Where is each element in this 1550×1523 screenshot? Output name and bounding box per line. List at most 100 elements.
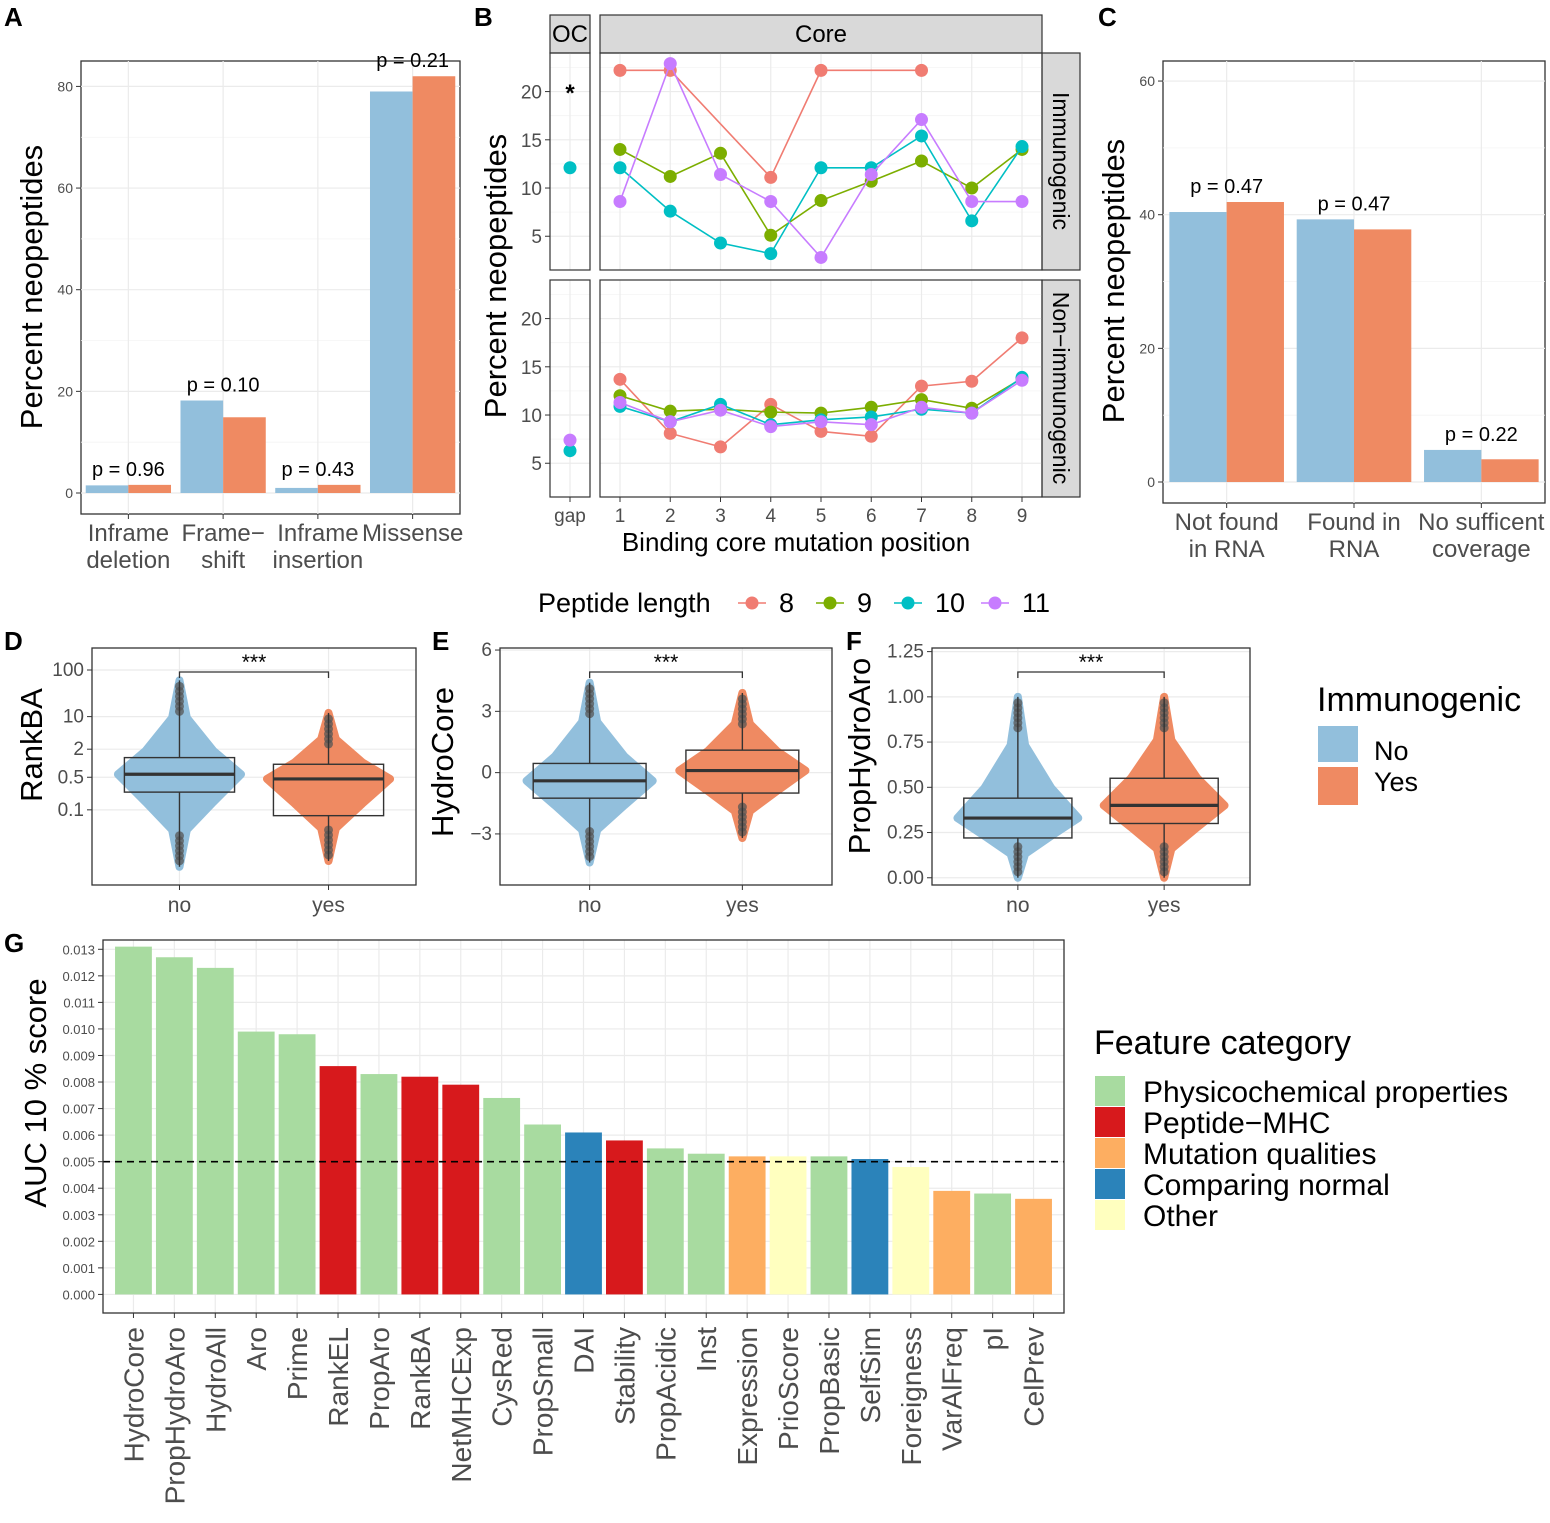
panel-b-y-tick-label: 20 (521, 310, 542, 331)
panel-g-x-tick-label: CelPrev (1019, 1327, 1050, 1427)
panel-letter-f: F (846, 626, 862, 656)
panel-b-point-len8 (864, 429, 878, 443)
d-y-tick-label: 10 (63, 707, 84, 728)
panel-g-bar-Inst (687, 1153, 725, 1295)
panel-g-bar-RankEL (319, 1066, 357, 1295)
a-x-label: Inframe (277, 520, 358, 547)
c-bar-yes (1226, 202, 1284, 482)
peptide-length-legend-dot (988, 596, 1002, 610)
a-bar-no (369, 91, 413, 494)
panel-g-ticks: 0.000 0.001 0.002 0.003 0.004 0.005 0.006 0.007… (62, 942, 1049, 1504)
legend-yes-label: Yes (1374, 767, 1418, 797)
panel-f-ticks: 1.25 1.00 0.75 0.50 0.25 0.00 no yes (887, 642, 1180, 917)
panel-g-x-tick-label: CysRed (487, 1327, 518, 1427)
a-bar-no (85, 485, 129, 493)
panel-b-point-len10 (663, 204, 677, 218)
panel-b-point-len8 (1015, 331, 1029, 345)
panel-g-x-tick-label: HydroCore (118, 1327, 149, 1462)
panel-g-bar-Aro (237, 1031, 275, 1295)
a-bar-yes (412, 76, 456, 493)
panel-d-ticks: 100 10 2 0.5 0.1 no yes (52, 660, 345, 917)
a-bar-yes (128, 484, 172, 493)
panel-c-p-values: p = 0.47 p = 0.47 p = 0.22 (1190, 176, 1518, 446)
a-x-label: Frame− (181, 520, 264, 547)
panel-b-point-len11 (814, 250, 828, 264)
c-p-value: p = 0.47 (1318, 193, 1391, 215)
panel-g-bar-NetMHCExp (442, 1084, 480, 1295)
feature-category-legend-items: Physicochemical propertiesPeptide−MHCMut… (1095, 1076, 1508, 1233)
legend-yes-key (1318, 767, 1358, 805)
c-y-tick-label: 20 (1139, 340, 1155, 356)
panel-b-oc-top-frame (549, 52, 591, 271)
f-x-tick-label: no (1006, 894, 1029, 917)
panel-g-x-tick-label: PrioScore (773, 1327, 804, 1450)
panel-b-x-tick-label: 2 (665, 506, 676, 527)
f-y-tick-label: 0.00 (887, 868, 924, 889)
panel-b-point-len8 (613, 63, 627, 77)
c-bar-no (1424, 449, 1482, 482)
a-bar-no (275, 487, 318, 493)
c-x-label: RNA (1329, 536, 1380, 563)
panel-g-bar-SelfSim (851, 1159, 889, 1295)
f-significance-bracket (1017, 671, 1165, 678)
e-y-tick-label: 0 (481, 763, 492, 784)
peptide-length-legend-label: 9 (857, 588, 872, 618)
panel-d-ylabel: RankBA (14, 688, 49, 802)
panel-g-y-tick-label: 0.001 (62, 1261, 95, 1276)
panel-b-point-len11 (864, 168, 878, 182)
d-y-tick-label: 0.1 (58, 800, 84, 821)
panel-g-y-tick-label: 0.003 (62, 1208, 95, 1223)
e-y-tick-label: −3 (470, 824, 492, 845)
panel-g-bar-Prime (278, 1034, 316, 1295)
peptide-length-legend: Peptide length 8 9 10 11 (538, 588, 1050, 618)
legend-no-key (1318, 726, 1358, 762)
panel-b-point-len9 (764, 228, 778, 242)
panel-g-bars (115, 946, 1052, 1295)
e-significance-label: *** (654, 651, 679, 674)
panel-b-point-len8 (814, 424, 828, 438)
panel-e-frame (499, 647, 833, 886)
legend-no-label: No (1374, 736, 1409, 766)
panel-c-y-ticks: 0 20 40 60 (1139, 73, 1482, 508)
a-y-tick-label: 60 (57, 180, 73, 196)
peptide-length-legend-dot (745, 596, 759, 610)
panel-b-point-len11 (764, 195, 778, 209)
panel-g-y-tick-label: 0.009 (62, 1048, 95, 1063)
e-significance-bracket (588, 671, 744, 678)
panel-g-x-tick-label: PropBasic (814, 1327, 845, 1455)
panel-b-point-len8 (764, 170, 778, 184)
a-y-tick-label: 0 (65, 485, 73, 501)
panel-d-boxes: *** (113, 651, 395, 871)
panel-g-bar-PropHydroAro (155, 957, 193, 1295)
panel-f: *** 1.25 1.00 0.75 0.50 0.25 0.00 no yes PropHy… (842, 642, 1251, 917)
panel-b-point-len9 (965, 181, 979, 195)
panel-letter-a: A (4, 2, 23, 32)
strip-immunogenic-label: Immunogenic (1048, 92, 1074, 230)
d-y-tick-label: 0.5 (58, 767, 84, 788)
panel-g-x-tick-label: RankEL (323, 1327, 354, 1427)
d-y-tick-label: 100 (52, 660, 84, 681)
d-x-tick-label: yes (312, 894, 345, 917)
panel-g-bar-CysRed (483, 1097, 521, 1295)
panel-b-point-len11 (714, 168, 727, 182)
d-box-yes (272, 763, 385, 817)
strip-core-label: Core (795, 21, 847, 48)
panel-g-bar-PropBasic (810, 1156, 848, 1295)
immunogenic-legend-title: Immunogenic (1317, 681, 1521, 719)
panel-b-y-tick-label: 5 (531, 454, 542, 475)
panel-g-bar-Stability (606, 1140, 643, 1295)
panel-b-point-len10 (714, 236, 727, 250)
panel-f-ylabel: PropHydroAro (842, 658, 877, 854)
panel-g-x-tick-label: HydroAll (200, 1327, 231, 1433)
a-p-value: p = 0.21 (376, 50, 449, 72)
panel-g-x-tick-label: Aro (241, 1327, 272, 1371)
panel-b-point-len11 (864, 418, 878, 432)
a-p-value: p = 0.96 (92, 459, 165, 481)
panel-g-y-tick-label: 0.006 (62, 1128, 95, 1143)
d-x-tick-label: no (168, 894, 191, 917)
a-p-value: p = 0.10 (187, 375, 260, 397)
c-x-label: Found in (1307, 509, 1400, 536)
peptide-length-legend-title: Peptide length (538, 588, 711, 618)
panel-b-point-len9 (864, 400, 878, 414)
